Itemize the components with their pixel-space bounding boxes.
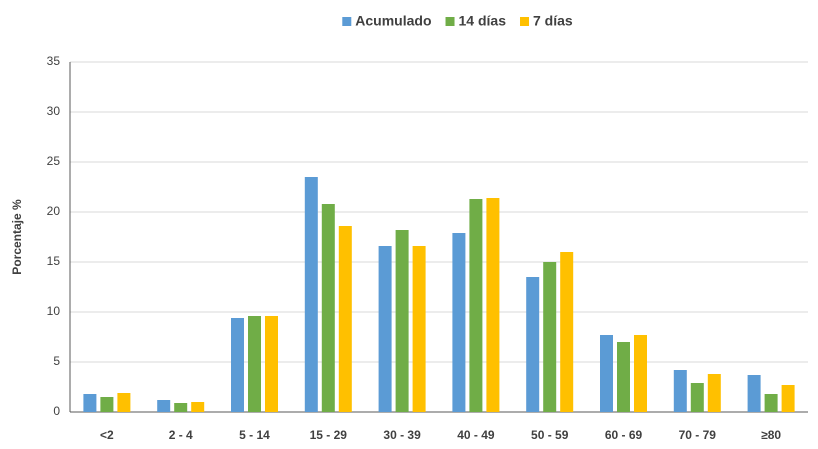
x-tick-label: 15 - 29 [310, 428, 348, 442]
bar [248, 316, 261, 412]
x-tick-label: <2 [100, 428, 114, 442]
y-tick-label: 25 [47, 154, 61, 168]
y-tick-label: 10 [47, 304, 61, 318]
bar [265, 316, 278, 412]
x-tick-label: 60 - 69 [605, 428, 643, 442]
bar [100, 397, 114, 412]
legend: Acumulado 14 días 7 días [342, 13, 573, 29]
x-tick-label: 50 - 59 [531, 428, 569, 442]
bar [747, 375, 761, 412]
y-tick-label: 20 [47, 204, 61, 218]
bar [157, 400, 171, 412]
x-tick-label: 30 - 39 [383, 428, 421, 442]
legend-label: 7 días [533, 13, 573, 29]
bar [191, 402, 205, 412]
y-tick-label: 5 [53, 354, 60, 368]
bar [231, 318, 244, 412]
y-tick-label: 15 [47, 254, 61, 268]
legend-label: Acumulado [355, 13, 431, 29]
y-tick-label: 35 [47, 54, 61, 68]
bar [338, 226, 352, 412]
bar [690, 383, 704, 412]
bar [600, 335, 613, 412]
legend-swatch [342, 17, 352, 26]
x-tick-label: 40 - 49 [457, 428, 495, 442]
bar [304, 177, 318, 412]
bar [321, 204, 335, 412]
bar [174, 403, 188, 412]
bar [378, 246, 392, 412]
bar [526, 277, 540, 412]
bar [634, 335, 647, 412]
x-tick-label: 70 - 79 [679, 428, 717, 442]
bar [452, 233, 466, 412]
bar [764, 394, 778, 412]
x-tick-label: 5 - 14 [239, 428, 270, 442]
y-tick-label: 30 [47, 104, 61, 118]
bar [486, 198, 500, 412]
bar [412, 246, 426, 412]
bar [673, 370, 687, 412]
bar [707, 374, 721, 412]
bar [395, 230, 409, 412]
x-tick-label: ≥80 [761, 428, 781, 442]
bar [560, 252, 574, 412]
legend-label: 14 días [459, 13, 507, 29]
bar [781, 385, 795, 412]
y-tick-label: 0 [53, 404, 60, 418]
bar [543, 262, 557, 412]
y-axis-title: Porcentaje % [10, 199, 24, 275]
legend-swatch [445, 17, 455, 26]
bar [83, 394, 97, 412]
x-tick-label: 2 - 4 [169, 428, 193, 442]
bar [469, 199, 483, 412]
bar [617, 342, 630, 412]
bar [117, 393, 131, 412]
legend-swatch [520, 17, 530, 26]
